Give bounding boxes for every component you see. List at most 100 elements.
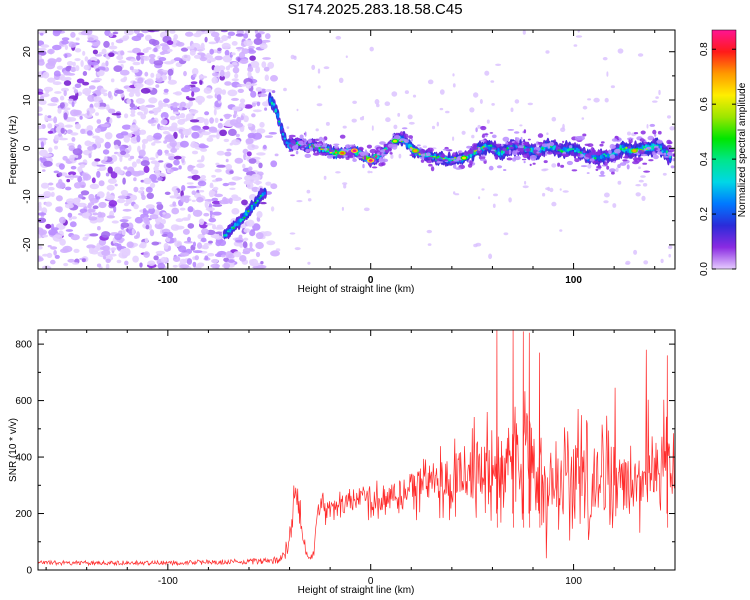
noise-blob bbox=[197, 242, 202, 250]
ridge-blob bbox=[488, 144, 491, 147]
ridge-blob bbox=[336, 150, 339, 155]
ridge-halo-blob bbox=[418, 147, 423, 150]
noise-blob bbox=[95, 137, 104, 144]
noise-blob bbox=[115, 39, 124, 44]
ridge-halo-blob bbox=[442, 148, 450, 151]
noise-blob bbox=[120, 131, 129, 136]
noise-blob bbox=[215, 263, 219, 269]
ridge-halo-blob bbox=[491, 147, 497, 150]
noise-blob bbox=[367, 170, 371, 174]
noise-blob bbox=[50, 259, 56, 265]
noise-blob bbox=[254, 30, 258, 35]
noise-blob bbox=[60, 248, 69, 253]
noise-blob bbox=[508, 197, 512, 203]
ridge-blob bbox=[568, 147, 571, 151]
noise-blob bbox=[54, 254, 60, 259]
noise-blob bbox=[213, 65, 221, 72]
x-tick-label: 100 bbox=[565, 576, 582, 587]
noise-blob bbox=[75, 37, 80, 41]
ridge-halo-blob bbox=[530, 158, 536, 161]
noise-blob bbox=[191, 199, 196, 203]
noise-blob bbox=[242, 251, 250, 255]
noise-blob bbox=[48, 182, 54, 186]
noise-blob bbox=[149, 229, 155, 237]
noise-blob bbox=[204, 36, 208, 43]
ridge-halo-blob bbox=[345, 157, 350, 160]
ridge-halo-blob bbox=[633, 157, 638, 162]
noise-blob bbox=[610, 85, 616, 89]
noise-blob bbox=[212, 203, 223, 207]
noise-blob bbox=[214, 168, 222, 173]
noise-blob bbox=[228, 181, 237, 186]
noise-blob bbox=[201, 131, 211, 136]
ridge-halo-blob bbox=[628, 138, 633, 144]
ridge-halo-blob bbox=[320, 146, 326, 149]
noise-blob bbox=[204, 255, 209, 261]
ridge-halo-blob bbox=[568, 145, 573, 149]
ridge-hotspot bbox=[352, 149, 357, 152]
noise-blob bbox=[235, 133, 240, 138]
noise-blob bbox=[253, 38, 263, 45]
spectrogram-noise-field bbox=[38, 30, 675, 269]
ridge-halo-blob bbox=[588, 155, 592, 159]
noise-blob bbox=[212, 224, 216, 230]
noise-blob bbox=[103, 40, 110, 48]
ridge-halo-blob bbox=[508, 149, 512, 155]
noise-blob bbox=[157, 177, 163, 181]
ridge-halo-blob bbox=[468, 152, 471, 154]
ridge-blob bbox=[562, 146, 566, 151]
noise-blob bbox=[493, 193, 498, 197]
noise-blob bbox=[200, 30, 206, 33]
noise-blob bbox=[175, 115, 181, 120]
spectrogram-y-axis-label: Frequency (Hz) bbox=[8, 116, 19, 185]
noise-blob bbox=[145, 78, 154, 86]
noise-blob bbox=[227, 259, 235, 263]
noise-blob bbox=[211, 174, 217, 178]
noise-blob bbox=[473, 92, 479, 98]
ridge-halo-blob bbox=[393, 135, 401, 140]
noise-blob bbox=[224, 113, 231, 120]
noise-blob bbox=[262, 101, 270, 107]
noise-blob bbox=[108, 52, 115, 57]
noise-blob bbox=[56, 65, 64, 70]
ridge-halo-blob bbox=[389, 152, 393, 155]
ridge-halo-blob bbox=[482, 147, 488, 150]
noise-blob bbox=[49, 48, 53, 55]
noise-blob bbox=[220, 254, 226, 258]
noise-blob bbox=[172, 101, 178, 108]
noise-blob bbox=[145, 224, 150, 230]
ridge-halo-blob bbox=[318, 136, 324, 142]
ridge-halo-blob bbox=[475, 127, 478, 133]
noise-blob bbox=[134, 216, 143, 224]
noise-blob bbox=[52, 234, 63, 242]
noise-blob bbox=[126, 98, 132, 104]
noise-blob bbox=[42, 234, 49, 238]
ridge-halo-blob bbox=[622, 159, 628, 162]
ridge-halo-blob bbox=[646, 146, 652, 150]
ridge-blob bbox=[232, 227, 235, 230]
noise-blob bbox=[219, 75, 225, 81]
noise-blob bbox=[52, 44, 62, 51]
noise-blob bbox=[80, 128, 86, 134]
ridge-halo-blob bbox=[522, 142, 529, 145]
noise-blob bbox=[195, 95, 205, 104]
noise-blob bbox=[96, 89, 100, 94]
ridge-halo-blob bbox=[329, 149, 335, 153]
ridge-blob bbox=[433, 156, 436, 158]
ridge-halo-blob bbox=[553, 139, 557, 142]
noise-blob bbox=[86, 244, 96, 249]
noise-blob bbox=[133, 82, 144, 89]
ridge-blob bbox=[620, 148, 623, 151]
noise-blob bbox=[170, 224, 180, 231]
ridge-halo-blob bbox=[527, 138, 531, 141]
noise-blob bbox=[200, 237, 207, 243]
noise-blob bbox=[76, 78, 85, 84]
noise-blob bbox=[180, 132, 184, 139]
noise-blob bbox=[105, 258, 111, 263]
noise-blob bbox=[178, 245, 187, 253]
noise-blob bbox=[56, 206, 63, 213]
ridge-halo-blob bbox=[629, 137, 632, 141]
ridge-halo-blob bbox=[508, 141, 512, 145]
noise-blob bbox=[169, 169, 174, 173]
ridge-blob bbox=[577, 151, 580, 154]
